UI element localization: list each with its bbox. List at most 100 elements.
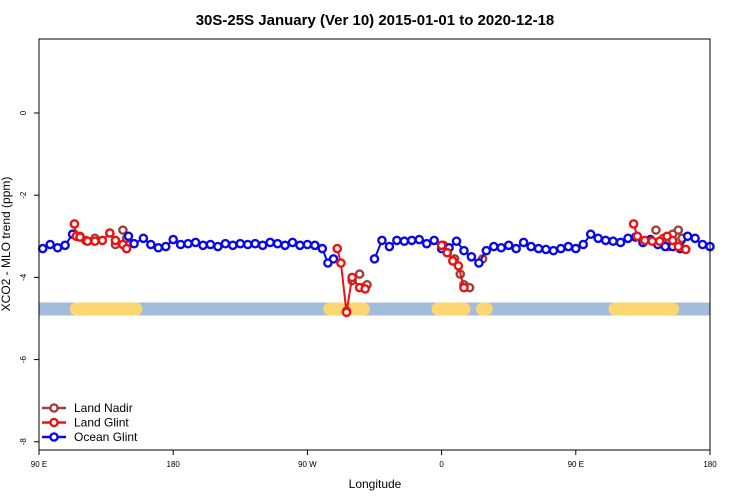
- data-point: [526, 241, 536, 252]
- data-point: [347, 272, 357, 283]
- y-axis: 0 -2 -4 -6 -8: [19, 110, 39, 445]
- chart-title: 30S-25S January (Ver 10) 2015-01-01 to 2…: [196, 12, 555, 29]
- data-point: [341, 307, 352, 318]
- data-point: [138, 233, 149, 244]
- data-point: [488, 241, 499, 252]
- data-point: [414, 234, 425, 245]
- data-point: [399, 236, 410, 247]
- x-tick-label: 90 E: [31, 460, 47, 469]
- data-point: [429, 235, 439, 246]
- series-layer: [37, 219, 715, 318]
- data-point: [459, 245, 469, 256]
- data-point: [235, 238, 246, 249]
- data-point: [585, 229, 596, 240]
- data-point: [447, 256, 458, 266]
- data-point: [60, 240, 70, 251]
- data-point: [118, 225, 128, 235]
- data-point: [228, 240, 238, 251]
- data-point: [384, 241, 395, 252]
- data-point: [82, 236, 93, 247]
- data-point: [628, 219, 639, 229]
- y-tick-label: 0: [19, 110, 28, 115]
- legend-label: Ocean Glint: [74, 430, 138, 444]
- x-axis: 90 E 180 90 W 0 90 E 180: [31, 450, 717, 469]
- data-point: [690, 233, 700, 244]
- data-point: [168, 234, 178, 245]
- data-point: [647, 236, 658, 247]
- data-point: [153, 242, 164, 253]
- data-point: [600, 235, 611, 246]
- data-point: [129, 238, 139, 249]
- data-point: [571, 243, 581, 254]
- data-point: [302, 239, 313, 250]
- data-point: [511, 243, 521, 254]
- data-point: [175, 239, 186, 250]
- data-point: [673, 225, 684, 235]
- x-tick-label: 0: [439, 460, 444, 469]
- y-tick-label: -4: [19, 273, 28, 281]
- data-point: [651, 225, 661, 235]
- x-tick-label: 90 W: [298, 460, 317, 469]
- legend-label: Land Glint: [74, 416, 129, 430]
- data-point: [436, 240, 447, 251]
- data-point: [105, 228, 115, 238]
- data-point: [421, 238, 432, 249]
- series-ocean-glint: [37, 229, 715, 268]
- data-point: [280, 240, 290, 251]
- data-point: [453, 261, 464, 271]
- data-point: [697, 239, 708, 250]
- data-point: [110, 235, 121, 246]
- data-point: [257, 240, 268, 251]
- x-tick-label: 90 E: [568, 460, 584, 469]
- data-point: [392, 235, 402, 246]
- data-point: [287, 237, 298, 248]
- data-point: [518, 237, 529, 248]
- data-point: [295, 240, 305, 251]
- legend-marker: [49, 432, 59, 442]
- data-point: [146, 239, 156, 250]
- data-point: [360, 284, 370, 294]
- data-point: [578, 239, 589, 250]
- data-point: [242, 239, 253, 250]
- legend-marker: [49, 417, 59, 428]
- data-point: [615, 237, 626, 248]
- data-point: [548, 245, 559, 256]
- data-point: [593, 233, 603, 244]
- data-point: [639, 235, 650, 246]
- data-point: [563, 241, 574, 252]
- data-point: [442, 247, 452, 258]
- data-point: [213, 241, 223, 252]
- data-point: [369, 254, 380, 264]
- y-tick-label: -2: [19, 191, 28, 199]
- x-axis-label: Longitude: [349, 477, 402, 491]
- data-point: [310, 240, 320, 251]
- y-tick-label: -6: [19, 355, 28, 363]
- y-tick-label: -8: [19, 438, 28, 446]
- series-land-glint: [69, 219, 691, 318]
- data-point: [354, 269, 365, 279]
- data-point: [160, 241, 171, 252]
- data-point: [90, 236, 100, 247]
- data-point: [75, 232, 85, 242]
- data-point: [317, 243, 328, 254]
- data-point: [121, 243, 132, 254]
- x-tick-label: 180: [167, 460, 181, 469]
- data-point: [608, 236, 618, 247]
- data-point: [377, 235, 387, 246]
- data-point: [69, 219, 80, 229]
- data-point: [496, 242, 507, 253]
- legend-marker: [49, 403, 59, 413]
- data-point: [220, 238, 231, 249]
- data-point: [332, 243, 343, 254]
- data-point: [459, 282, 469, 293]
- data-point: [205, 239, 216, 250]
- data-point: [503, 240, 514, 251]
- data-point: [183, 238, 193, 249]
- x-tick-label: 180: [703, 460, 717, 469]
- data-point: [265, 237, 275, 248]
- data-point: [541, 244, 551, 255]
- legend-label: Land Nadir: [74, 401, 133, 415]
- data-point: [328, 254, 339, 264]
- data-point: [556, 243, 566, 254]
